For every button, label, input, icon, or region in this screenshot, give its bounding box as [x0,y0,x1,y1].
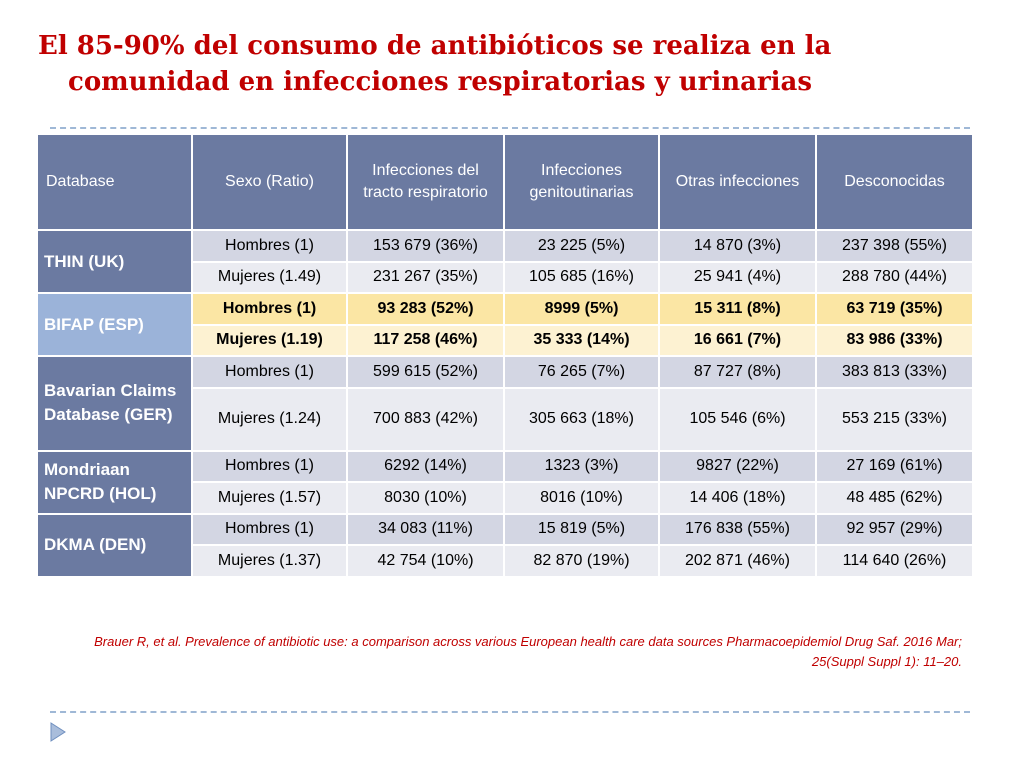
table-cell: 383 813 (33%) [815,355,974,389]
table-cell: Mujeres (1.19) [191,323,348,357]
table-cell: 48 485 (62%) [815,481,974,515]
table-cell: 23 225 (5%) [503,229,660,263]
reference-line-2: 25(Suppl Suppl 1): 11–20. [811,654,962,669]
table-cell: 25 941 (4%) [658,260,817,294]
table-cell: Mujeres (1.49) [191,260,348,294]
table-cell: 92 957 (29%) [815,512,974,546]
database-cell: DKMA (DEN) [36,512,193,578]
table-cell: Mujeres (1.57) [191,481,348,515]
database-cell: BIFAP (ESP) [36,292,193,357]
table-cell: 14 870 (3%) [658,229,817,263]
table-cell: Hombres (1) [191,229,348,263]
table-cell: 237 398 (55%) [815,229,974,263]
table-cell: 9827 (22%) [658,449,817,483]
table-cell: 27 169 (61%) [815,449,974,483]
table-row: Mujeres (1.24) 700 883 (42%) 305 663 (18… [37,386,974,452]
header-respiratorio: Infecciones del tracto respiratorio [346,133,505,231]
table-cell: 117 258 (46%) [346,323,505,357]
table-cell: 288 780 (44%) [815,260,974,294]
table-cell: Hombres (1) [191,449,348,483]
divider-bottom [50,711,970,713]
database-cell: THIN (UK) [36,229,193,294]
table-cell: Hombres (1) [191,292,348,326]
table-cell: 34 083 (11%) [346,512,505,546]
table-row-highlight: Mujeres (1.19) 117 258 (46%) 35 333 (14%… [37,323,974,357]
table-cell: 15 819 (5%) [503,512,660,546]
table-cell: 83 986 (33%) [815,323,974,357]
reference-citation: Brauer R, et al. Prevalence of antibioti… [60,632,962,672]
table-cell: 1323 (3%) [503,449,660,483]
table-row-highlight: BIFAP (ESP) Hombres (1) 93 283 (52%) 899… [36,292,974,357]
antibiotic-table: Database Sexo (Ratio) Infecciones del tr… [36,133,974,578]
table-cell: 93 283 (52%) [346,292,505,326]
database-cell: Mondriaan NPCRD (HOL) [36,449,193,515]
header-database: Database [36,133,193,231]
table-row: DKMA (DEN) Hombres (1) 34 083 (11%) 15 8… [36,512,974,578]
table-cell: Hombres (1) [191,512,348,546]
table-cell: 114 640 (26%) [815,544,974,578]
table-cell: 42 754 (10%) [346,544,505,578]
table-cell: 82 870 (19%) [503,544,660,578]
header-desconocidas: Desconocidas [815,133,974,231]
slide-title: El 85-90% del consumo de antibióticos se… [38,28,998,100]
table-cell: 16 661 (7%) [658,323,817,357]
play-arrow-icon [50,722,66,742]
table-cell: 87 727 (8%) [658,355,817,389]
table-cell: 202 871 (46%) [658,544,817,578]
table-cell: 14 406 (18%) [658,481,817,515]
table-cell: 105 685 (16%) [503,260,660,294]
table-cell: 553 215 (33%) [815,386,974,452]
table-cell: 176 838 (55%) [658,512,817,546]
table-row: Mujeres (1.57) 8030 (10%) 8016 (10%) 14 … [37,481,974,515]
table-cell: 231 267 (35%) [346,260,505,294]
table-row: THIN (UK) Hombres (1) 153 679 (36%) 23 2… [36,229,974,294]
table-cell: Hombres (1) [191,355,348,389]
table-cell: 153 679 (36%) [346,229,505,263]
table-cell: 6292 (14%) [346,449,505,483]
table-cell: 8016 (10%) [503,481,660,515]
table-cell: 305 663 (18%) [503,386,660,452]
table-row: Mondriaan NPCRD (HOL) Hombres (1) 6292 (… [36,449,974,515]
table-cell: 105 546 (6%) [658,386,817,452]
table-row: Mujeres (1.37) 42 754 (10%) 82 870 (19%)… [37,544,974,578]
title-line-1: El 85-90% del consumo de antibióticos se… [38,31,832,61]
divider-top [50,127,970,129]
table-cell: 8030 (10%) [346,481,505,515]
table-header-row: Database Sexo (Ratio) Infecciones del tr… [36,133,974,231]
table-cell: 8999 (5%) [503,292,660,326]
table-cell: 35 333 (14%) [503,323,660,357]
table-cell: 63 719 (35%) [815,292,974,326]
table-cell: 599 615 (52%) [346,355,505,389]
table-row: Mujeres (1.49) 231 267 (35%) 105 685 (16… [37,260,974,294]
table-cell: 76 265 (7%) [503,355,660,389]
table-cell: 15 311 (8%) [658,292,817,326]
table-cell: Mujeres (1.37) [191,544,348,578]
table-cell: 700 883 (42%) [346,386,505,452]
title-line-2: comunidad en infecciones respiratorias y… [68,67,813,97]
table-cell: Mujeres (1.24) [191,386,348,452]
header-sexo: Sexo (Ratio) [191,133,348,231]
database-cell: Bavarian Claims Database (GER) [36,355,193,452]
header-genitourinarias: Infecciones genitoutinarias [503,133,660,231]
table-row: Bavarian Claims Database (GER) Hombres (… [36,355,974,452]
header-otras: Otras infecciones [658,133,817,231]
reference-line-1: Brauer R, et al. Prevalence of antibioti… [94,634,962,649]
